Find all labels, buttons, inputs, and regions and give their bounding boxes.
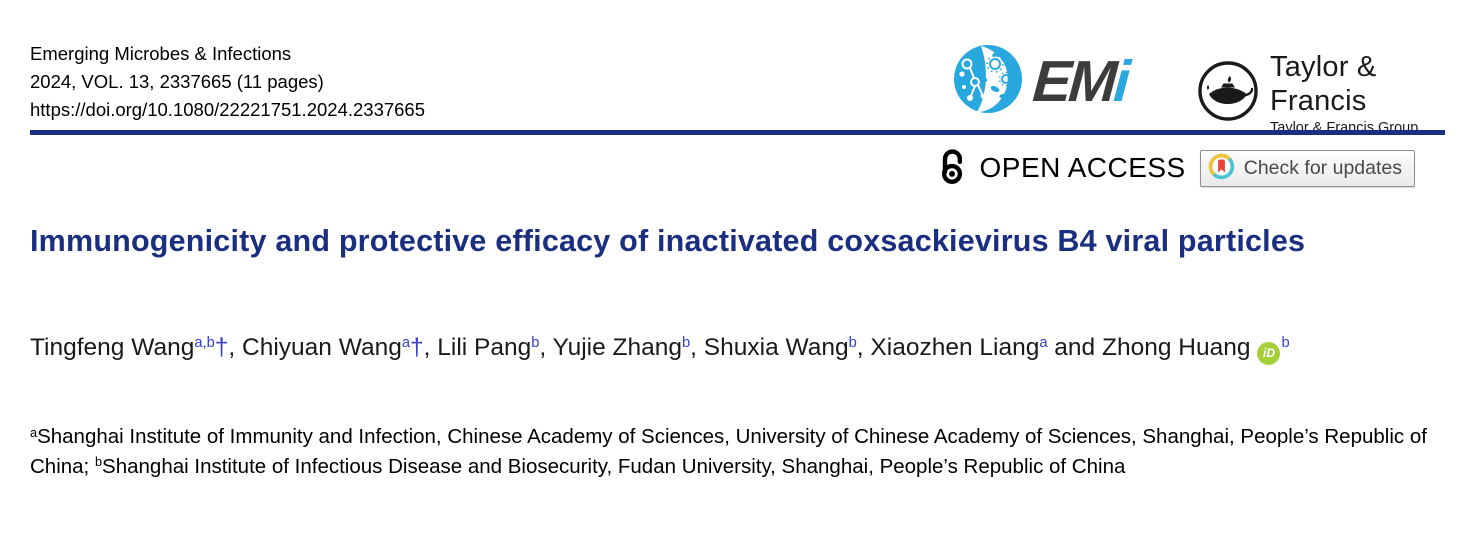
author: Tingfeng Wanga,b†, (30, 334, 242, 361)
author-affiliation-sup: b (682, 334, 691, 351)
lamp-icon (1196, 59, 1260, 128)
article-title: Immunogenicity and protective efficacy o… (30, 224, 1306, 258)
taylor-francis-text: Taylor & Francis Taylor & Francis Group (1270, 50, 1475, 136)
author-separator: , (856, 334, 871, 361)
author-separator: and (1047, 334, 1102, 361)
author-affiliation-sup: b (1281, 334, 1290, 351)
author-name: Tingfeng Wang (30, 334, 195, 361)
author-affiliation-sup: a,b (194, 334, 215, 351)
emi-wordmark: EMi (1030, 46, 1130, 118)
author: Zhong Huang iDb (1102, 334, 1290, 365)
open-access-label: OPEN ACCESS (979, 152, 1186, 183)
author-list: Tingfeng Wanga,b†, Chiyuan Wanga†, Lili … (30, 328, 1422, 371)
author-separator: , (423, 334, 438, 361)
emi-wordmark-em: EM (1030, 48, 1117, 114)
affiliations: aShanghai Institute of Immunity and Infe… (30, 423, 1440, 482)
open-access-lock-icon (938, 147, 966, 190)
author-name: Lili Pang (437, 334, 532, 361)
doi-link[interactable]: https://doi.org/10.1080/22221751.2024.23… (30, 99, 426, 120)
affiliation-b-text: Shanghai Institute of Infectious Disease… (102, 454, 1126, 478)
author: Xiaozhen Lianga and (870, 334, 1102, 361)
taylor-francis-name: Taylor & Francis (1270, 51, 1377, 117)
orcid-icon[interactable]: iD (1257, 342, 1281, 365)
author: Yujie Zhangb, (553, 334, 704, 361)
author-name: Shuxia Wang (703, 334, 849, 361)
affiliation-b-sup: b (94, 454, 103, 470)
check-for-updates-button[interactable]: Check for updates (1199, 149, 1415, 187)
author-separator: , (539, 334, 553, 361)
header-divider (30, 130, 1445, 135)
microbes-globe-icon (951, 42, 1025, 121)
journal-issue: 2024, VOL. 13, 2337665 (11 pages) (30, 71, 324, 92)
author-affiliation-sup: a (1039, 334, 1048, 351)
affiliation-a-text: Shanghai Institute of Immunity and Infec… (30, 425, 1427, 478)
crossmark-icon (1208, 153, 1235, 183)
access-row: OPEN ACCESS Check for updates (938, 147, 1415, 190)
author-affiliation-sup: b (848, 334, 857, 351)
author-name: Chiyuan Wang (242, 334, 402, 361)
author: Chiyuan Wanga†, (242, 334, 437, 361)
check-for-updates-label: Check for updates (1243, 156, 1402, 179)
author-separator: , (228, 334, 243, 361)
author-name: Xiaozhen Liang (870, 334, 1040, 361)
affiliation-a-sup: a (30, 424, 38, 440)
author-affiliation-sup: b (531, 334, 540, 351)
equal-contribution-dagger: † (214, 334, 229, 361)
author-name: Zhong Huang (1102, 334, 1251, 361)
author: Shuxia Wangb, (704, 334, 871, 361)
emi-journal-logo: EMi (951, 42, 1130, 121)
author: Lili Pangb, (437, 334, 552, 361)
author-affiliation-sup: a (401, 334, 410, 351)
equal-contribution-dagger: † (410, 334, 424, 361)
journal-name: Emerging Microbes & Infections (30, 43, 292, 64)
author-separator: , (690, 334, 704, 361)
journal-info: Emerging Microbes & Infections 2024, VOL… (30, 40, 425, 124)
author-name: Yujie Zhang (552, 334, 682, 361)
taylor-francis-logo: Taylor & Francis Taylor & Francis Group (1196, 50, 1475, 136)
